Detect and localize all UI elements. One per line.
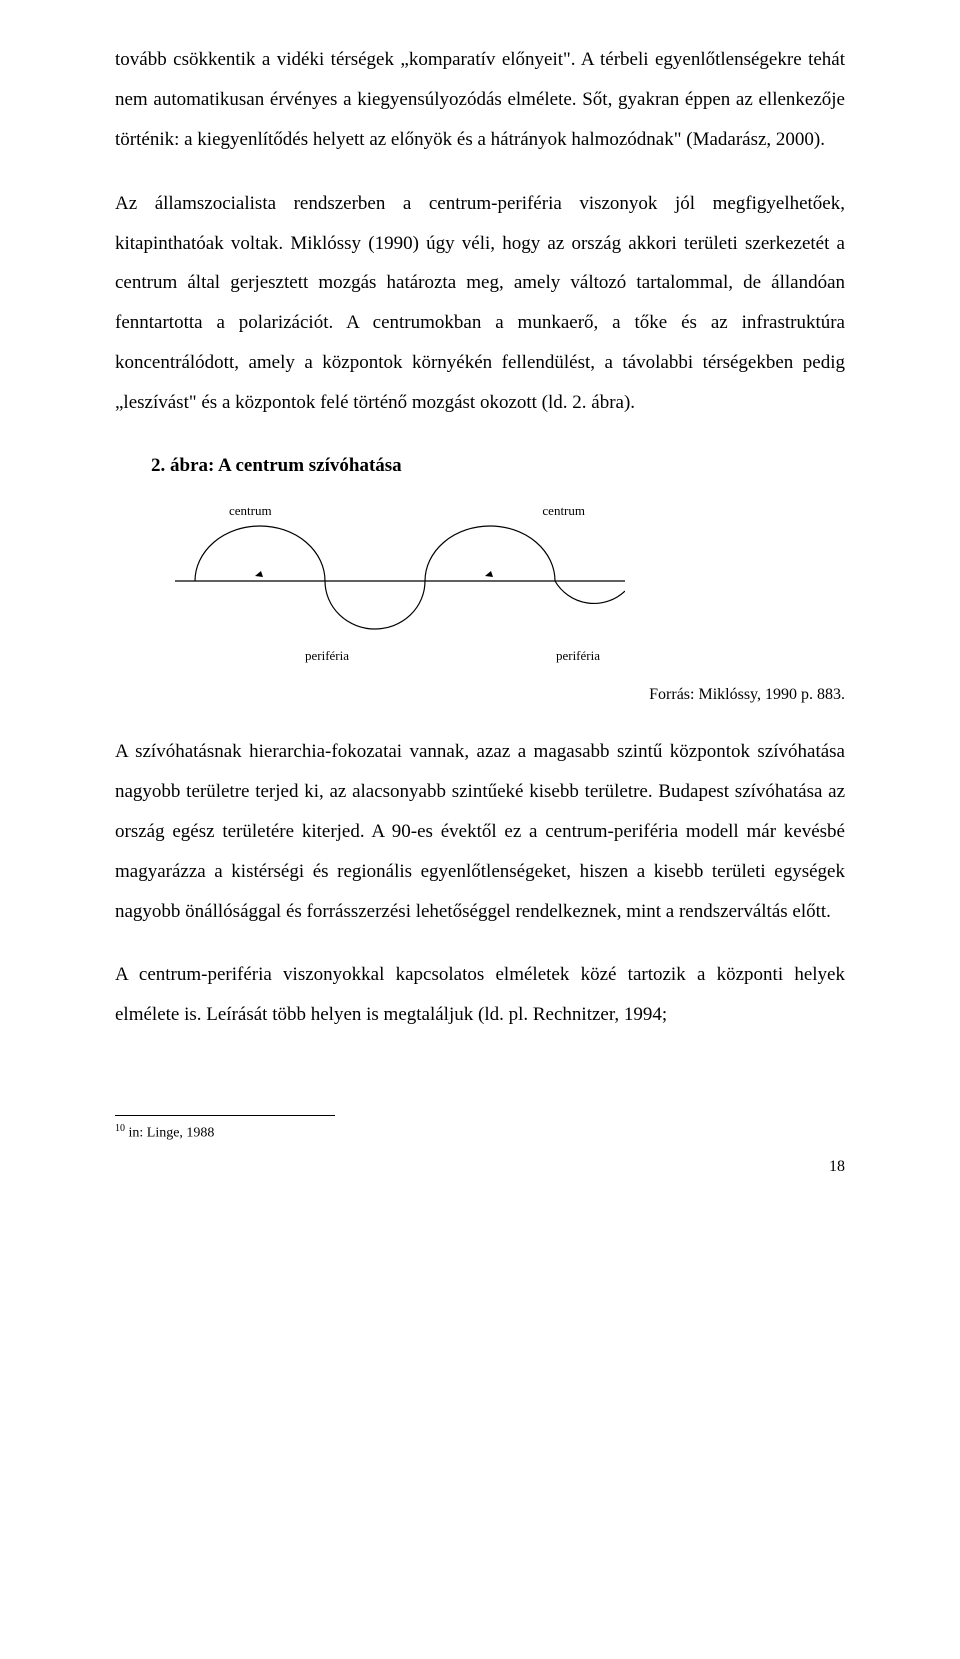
figure-source: Forrás: Miklóssy, 1990 p. 883. (115, 686, 845, 704)
paragraph-1: tovább csökkentik a vidéki térségek „kom… (115, 40, 845, 160)
arc-down-2 (555, 581, 625, 603)
arrow-2 (485, 571, 493, 577)
footnote-rule (115, 1115, 335, 1116)
arc-down-1 (325, 581, 425, 629)
footnote-marker: 10 (115, 1123, 125, 1134)
label-centrum-2: centrum (542, 503, 585, 519)
paragraph-2: Az államszocialista rendszerben a centru… (115, 184, 845, 423)
label-centrum-1: centrum (229, 503, 272, 519)
page-number: 18 (829, 1158, 845, 1176)
label-periferia-1: periféria (305, 648, 349, 664)
paragraph-4: A centrum-periféria viszonyokkal kapcsol… (115, 955, 845, 1035)
label-periferia-2: periféria (556, 648, 600, 664)
footnote: 10 in: Linge, 1988 (115, 1122, 845, 1143)
diagram-bottom-labels: periféria periféria (175, 648, 625, 664)
paragraph-3: A szívóhatásnak hierarchia-fokozatai van… (115, 732, 845, 931)
wave-svg (175, 521, 625, 641)
footnote-text: in: Linge, 1988 (125, 1126, 214, 1141)
figure-diagram: centrum centrum periféria periféria (175, 503, 625, 664)
figure-heading: 2. ábra: A centrum szívóhatása (115, 447, 845, 485)
diagram-top-labels: centrum centrum (175, 503, 625, 519)
page: tovább csökkentik a vidéki térségek „kom… (0, 0, 960, 1204)
arrow-1 (255, 571, 263, 577)
